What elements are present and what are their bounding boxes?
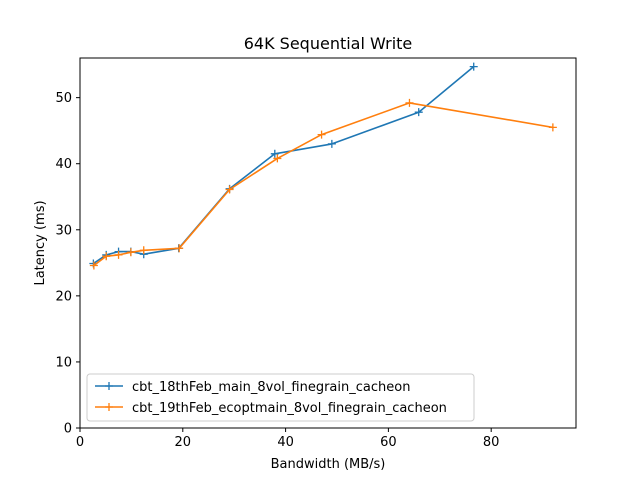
y-tick-label-5: 50 <box>55 91 72 106</box>
legend-label-1: cbt_19thFeb_ecoptmain_8vol_finegrain_cac… <box>132 401 447 416</box>
data-point-1-9 <box>405 98 414 107</box>
data-point-1-3 <box>126 248 135 257</box>
series-layer <box>89 62 557 270</box>
data-point-1-5 <box>175 244 184 253</box>
y-tick-label-4: 40 <box>55 157 72 172</box>
y-tick-label-1: 10 <box>55 355 72 370</box>
legend-marker-1 <box>105 403 113 411</box>
x-tick-label-4: 80 <box>483 435 500 450</box>
data-point-1-10 <box>548 123 557 132</box>
data-point-1-0 <box>89 261 98 270</box>
x-tick-label-1: 20 <box>175 435 192 450</box>
chart-title: 64K Sequential Write <box>244 34 413 53</box>
legend-box <box>86 373 475 422</box>
x-tick-label-0: 0 <box>76 435 84 450</box>
data-point-1-4 <box>139 246 148 255</box>
x-tick-label-3: 60 <box>380 435 397 450</box>
x-axis: 0 20 40 60 80 <box>76 428 500 450</box>
data-point-1-8 <box>317 130 326 139</box>
data-point-0-10 <box>469 62 478 71</box>
y-axis-label: Latency (ms) <box>33 200 48 285</box>
y-tick-label-0: 0 <box>64 422 72 437</box>
data-point-1-6 <box>225 185 234 194</box>
y-axis: 0 10 20 30 40 50 <box>55 91 80 437</box>
legend: cbt_18thFeb_main_8vol_finegrain_cacheonc… <box>86 373 475 422</box>
data-point-1-1 <box>102 252 111 261</box>
x-tick-label-2: 40 <box>277 435 294 450</box>
data-point-0-7 <box>270 149 279 158</box>
data-point-1-7 <box>273 154 282 163</box>
y-tick-label-3: 30 <box>55 223 72 238</box>
data-point-0-9 <box>414 108 423 117</box>
plot-area <box>80 58 576 428</box>
x-axis-label: Bandwidth (MB/s) <box>271 457 386 472</box>
data-point-0-8 <box>327 139 336 148</box>
legend-label-0: cbt_18thFeb_main_8vol_finegrain_cacheon <box>132 380 410 395</box>
data-point-1-2 <box>114 250 123 259</box>
legend-marker-0 <box>105 382 113 390</box>
y-tick-label-2: 20 <box>55 289 72 304</box>
plot-frame <box>79 57 577 429</box>
